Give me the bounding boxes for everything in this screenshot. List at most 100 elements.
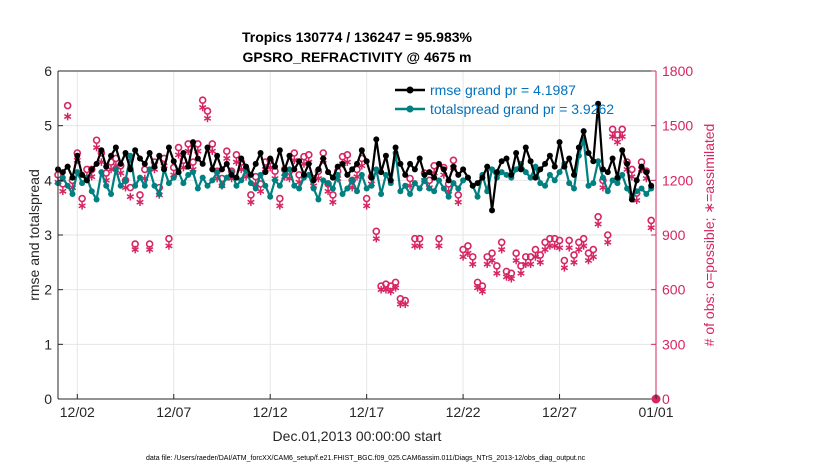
- obs-assimilated-point: [526, 260, 535, 268]
- rmse-point: [489, 207, 496, 214]
- asterisk-stroke: [526, 261, 535, 267]
- obs-possible-point: [290, 149, 299, 157]
- rmse-point: [580, 128, 587, 135]
- asterisk-stroke: [131, 247, 139, 253]
- spread-point: [354, 188, 360, 195]
- obs-assimilated-point: [584, 256, 593, 265]
- rmse-point: [103, 163, 110, 170]
- rmse-point: [513, 150, 520, 156]
- obs-assimilated-point: [203, 114, 212, 123]
- obs-possible-point: [464, 242, 472, 250]
- rmse-point: [493, 169, 500, 176]
- asterisk-stroke: [502, 274, 511, 280]
- rmse-point: [522, 144, 529, 151]
- obs-assimilated-point: [387, 287, 395, 296]
- spread-point: [349, 177, 356, 184]
- asterisk-stroke: [59, 188, 67, 194]
- spread-point: [185, 171, 192, 178]
- chart-subtitle: GPSRO_REFRACTIVITY @ 4675 m: [243, 49, 472, 65]
- y-right-tick-label: 1500: [662, 118, 693, 134]
- spread-point: [450, 180, 457, 187]
- obs-possible-point: [78, 194, 86, 203]
- obs-assimilated-point: [531, 253, 540, 261]
- obs-assimilated-point: [647, 223, 655, 232]
- rmse-point: [440, 166, 447, 173]
- obs-assimilated-point: [575, 245, 583, 254]
- spread-point: [199, 174, 206, 181]
- asterisk-stroke: [608, 134, 617, 140]
- rmse-point: [310, 177, 317, 184]
- spread-point: [382, 171, 389, 178]
- asterisk-stroke: [63, 114, 72, 120]
- rmse-point: [122, 150, 129, 156]
- asterisk-stroke: [493, 270, 501, 276]
- x-tick-label: 12/17: [349, 404, 384, 420]
- obs-assimilated-point: [464, 249, 472, 258]
- axes: [57, 70, 657, 400]
- spread-point: [368, 182, 375, 189]
- rmse-point: [305, 160, 312, 167]
- obs-assimilated-point: [247, 198, 255, 206]
- rmse-point: [320, 155, 327, 162]
- obs-possible-point: [411, 234, 419, 243]
- obs-assimilated-point: [92, 143, 101, 152]
- obs-assimilated-point: [401, 300, 409, 309]
- rmse-point: [180, 150, 187, 156]
- obs-assimilated-point: [117, 169, 125, 177]
- rmse-point: [455, 171, 462, 178]
- spread-point: [445, 193, 452, 200]
- spread-point: [407, 191, 414, 197]
- spread-point: [281, 171, 288, 178]
- obs-possible-point: [232, 151, 241, 159]
- obs-assimilated-point: [613, 138, 622, 146]
- obs-assimilated-point: [594, 220, 602, 228]
- asterisk-stroke: [531, 254, 540, 260]
- rmse-point: [614, 174, 621, 181]
- obs-possible-point: [493, 262, 501, 270]
- spread-point: [315, 196, 322, 203]
- obs-possible-point: [174, 143, 183, 152]
- obs-assimilated-point: [131, 245, 139, 254]
- spread-point: [402, 182, 409, 189]
- spread-point: [532, 163, 539, 170]
- asterisk-stroke: [541, 247, 549, 253]
- spread-point: [291, 182, 298, 189]
- spread-point: [156, 191, 163, 197]
- obs-possible-point: [198, 96, 207, 104]
- rmse-point: [141, 160, 148, 167]
- rmse-point: [93, 160, 100, 167]
- rmse-point: [281, 166, 288, 173]
- asterisk-stroke: [223, 155, 231, 162]
- rmse-point: [517, 166, 524, 173]
- asterisk-stroke: [488, 257, 496, 264]
- spread-point: [556, 169, 563, 176]
- rmse-point: [542, 160, 549, 167]
- obs-possible-point: [343, 151, 352, 159]
- asterisk-stroke: [435, 243, 443, 249]
- asterisk-stroke: [560, 265, 569, 271]
- spread-point: [151, 182, 158, 189]
- rmse-point: [585, 150, 592, 156]
- rmse-point: [136, 155, 143, 162]
- obs-possible-point: [570, 251, 578, 259]
- spread-point: [93, 196, 100, 203]
- spread-point: [643, 191, 650, 197]
- spread-point: [272, 177, 279, 184]
- asterisk-stroke: [387, 288, 395, 295]
- rmse-point: [382, 152, 389, 159]
- rmse-point: [79, 171, 86, 178]
- spread-point: [334, 171, 341, 178]
- rmse-point: [108, 152, 115, 159]
- y-left-tick-label: 1: [44, 336, 52, 352]
- rmse-point: [272, 163, 279, 170]
- rmse-point: [64, 163, 71, 170]
- obs-possible-point: [584, 249, 593, 258]
- asterisk-stroke: [256, 188, 265, 194]
- spread-point: [590, 180, 597, 187]
- spread-point: [624, 185, 631, 192]
- obs-possible-point: [92, 136, 101, 145]
- spread-point: [103, 182, 110, 189]
- obs-possible-point: [63, 101, 72, 110]
- obs-possible-point: [203, 107, 212, 115]
